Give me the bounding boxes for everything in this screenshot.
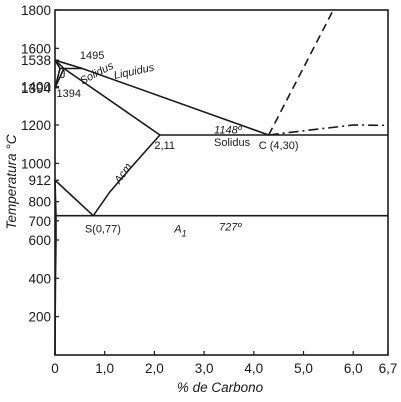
x-axis-title: % de Carbono	[177, 380, 264, 395]
y-tick-label: 1200	[21, 118, 51, 133]
solidus-line	[63, 67, 161, 136]
y-tick-label: 400	[28, 271, 51, 286]
y-tick-label: 700	[28, 214, 51, 229]
annotation-label: 1495	[80, 50, 104, 62]
y-tick-label: 1538	[21, 53, 51, 68]
y-tick-label: 600	[28, 233, 51, 248]
graphite-eutectic-line	[268, 124, 389, 136]
y-tick-label: 912	[28, 173, 51, 188]
y-tick-label: 1394	[21, 81, 52, 96]
annotation-label: Solidus	[214, 137, 251, 149]
a3-line	[54, 179, 94, 217]
annotation-label: 2,11	[154, 140, 175, 152]
x-tick-label: 2,0	[145, 361, 164, 376]
acm-line	[92, 134, 161, 217]
x-tick-label: 4,0	[244, 361, 263, 376]
annotation-label: 1148º	[214, 125, 243, 137]
y-tick-label: 1600	[21, 41, 51, 56]
y-tick-label: 1800	[21, 3, 51, 18]
x-tick-label: 1,0	[95, 361, 114, 376]
y-tick-label: 1400	[21, 80, 51, 95]
y-tick-label: 800	[28, 195, 51, 210]
gamma-boundary-line	[54, 68, 65, 89]
x-tick-label: 5,0	[294, 361, 313, 376]
alpha-gamma-line	[54, 180, 57, 216]
alpha-solvus-line	[54, 215, 57, 356]
y-axis-title: Temperatura °C	[4, 134, 19, 229]
annotation-subscript: 1	[182, 228, 187, 238]
x-tick-label: 0	[51, 361, 59, 376]
phase-lines	[54, 9, 389, 356]
y-tick-label: 200	[28, 310, 51, 325]
annotation-label: 1394	[56, 88, 80, 100]
x-tick-label: 6,7	[379, 361, 398, 376]
x-axis-ticks: 0 1,0 2,0 3,0 4,0 5,0 6,0 6,7	[51, 351, 397, 376]
annotation-label: J	[60, 69, 66, 81]
y-tick-label: 1000	[21, 156, 51, 171]
annotation-label: 727º	[219, 221, 242, 233]
x-tick-label: 6,0	[344, 361, 363, 376]
graphite-liquidus-line	[267, 9, 335, 136]
annotation-label: C (4,30)	[259, 140, 299, 152]
annotation-label: S(0,77)	[85, 223, 121, 235]
x-tick-label: 3,0	[195, 361, 214, 376]
